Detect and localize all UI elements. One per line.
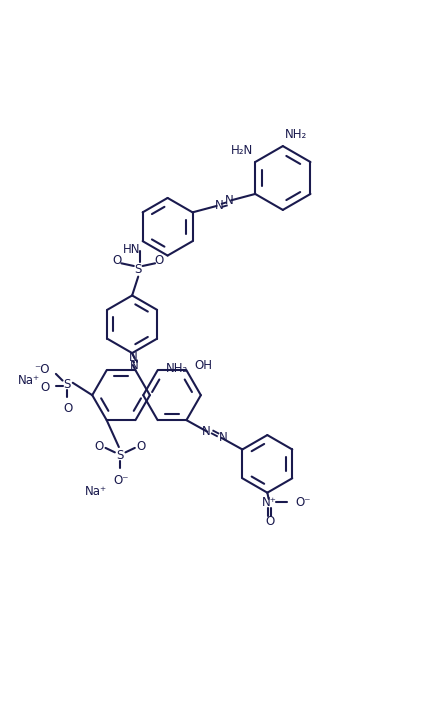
Text: NH₂: NH₂ [165, 362, 188, 375]
Text: HN: HN [123, 243, 140, 257]
Text: O⁻: O⁻ [114, 473, 129, 487]
Text: O: O [95, 440, 104, 453]
Text: O: O [265, 515, 274, 528]
Text: N: N [130, 359, 139, 372]
Text: OH: OH [194, 360, 212, 373]
Text: N: N [129, 351, 138, 365]
Text: S: S [135, 263, 142, 277]
Text: NH₂: NH₂ [285, 128, 307, 141]
Text: N: N [224, 194, 233, 207]
Text: N: N [202, 425, 211, 438]
Text: N⁺: N⁺ [262, 496, 277, 509]
Text: N: N [219, 431, 227, 444]
Text: O: O [136, 440, 146, 453]
Text: S: S [63, 378, 70, 392]
Text: Na⁺: Na⁺ [18, 374, 41, 387]
Text: O: O [63, 402, 73, 415]
Text: O: O [112, 254, 122, 267]
Text: ⁻O: ⁻O [34, 363, 49, 375]
Text: O⁻: O⁻ [295, 496, 311, 509]
Text: H₂N: H₂N [231, 144, 253, 157]
Text: O: O [155, 254, 164, 267]
Text: Na⁺: Na⁺ [85, 485, 107, 498]
Text: S: S [116, 450, 124, 463]
Text: O: O [40, 380, 49, 394]
Text: N: N [215, 199, 223, 212]
